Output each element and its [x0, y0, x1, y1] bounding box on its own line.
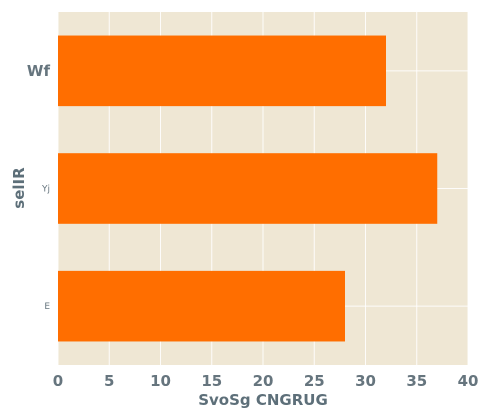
x-tick-label: 0 — [53, 372, 63, 390]
x-tick-label: 30 — [355, 372, 376, 390]
x-tick-label: 5 — [104, 372, 114, 390]
bar-wf — [58, 35, 386, 107]
x-tick-label: 25 — [304, 372, 325, 390]
y-tick-label: E — [44, 302, 50, 312]
y-axis-title: selIR — [10, 167, 28, 209]
bars — [58, 35, 438, 342]
bar-e — [58, 270, 345, 342]
y-axis-ticks: Wf Yj E — [27, 62, 51, 312]
y-tick-label: Yj — [41, 185, 50, 195]
x-axis-title: SvoSg CNGRUG — [198, 391, 328, 409]
x-tick-label: 20 — [253, 372, 274, 390]
x-tick-label: 15 — [201, 372, 222, 390]
x-tick-label: 35 — [406, 372, 427, 390]
x-tick-label: 40 — [458, 372, 479, 390]
bar-yj — [58, 153, 438, 224]
x-axis-ticks: 0 5 10 15 20 25 30 35 40 — [53, 372, 479, 390]
x-tick-label: 10 — [150, 372, 171, 390]
y-tick-label: Wf — [27, 62, 51, 80]
